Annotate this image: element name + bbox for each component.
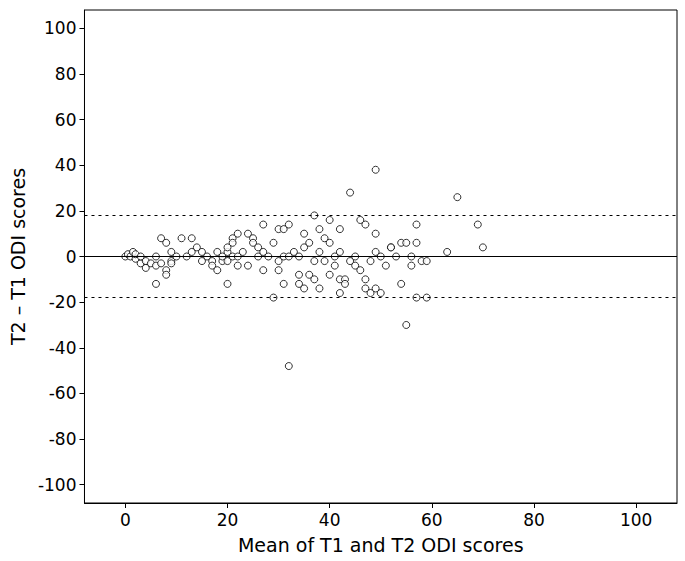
svg-text:60: 60 <box>55 110 77 130</box>
svg-text:0: 0 <box>120 510 131 530</box>
svg-text:60: 60 <box>421 510 443 530</box>
svg-text:-80: -80 <box>49 429 77 449</box>
svg-text:-40: -40 <box>49 338 77 358</box>
svg-text:0: 0 <box>66 247 77 267</box>
svg-text:80: 80 <box>55 64 77 84</box>
svg-text:-100: -100 <box>38 475 77 495</box>
svg-text:Mean of T1 and T2 ODI scores: Mean of T1 and T2 ODI scores <box>238 534 524 556</box>
svg-text:-20: -20 <box>49 292 77 312</box>
svg-text:40: 40 <box>55 155 77 175</box>
svg-text:100: 100 <box>620 510 652 530</box>
svg-text:100: 100 <box>44 18 76 38</box>
svg-text:T2 – T1 ODI scores: T2 – T1 ODI scores <box>7 168 29 346</box>
svg-text:20: 20 <box>217 510 239 530</box>
svg-text:40: 40 <box>319 510 341 530</box>
svg-text:20: 20 <box>55 201 77 221</box>
svg-text:80: 80 <box>523 510 545 530</box>
svg-text:-60: -60 <box>49 383 77 403</box>
